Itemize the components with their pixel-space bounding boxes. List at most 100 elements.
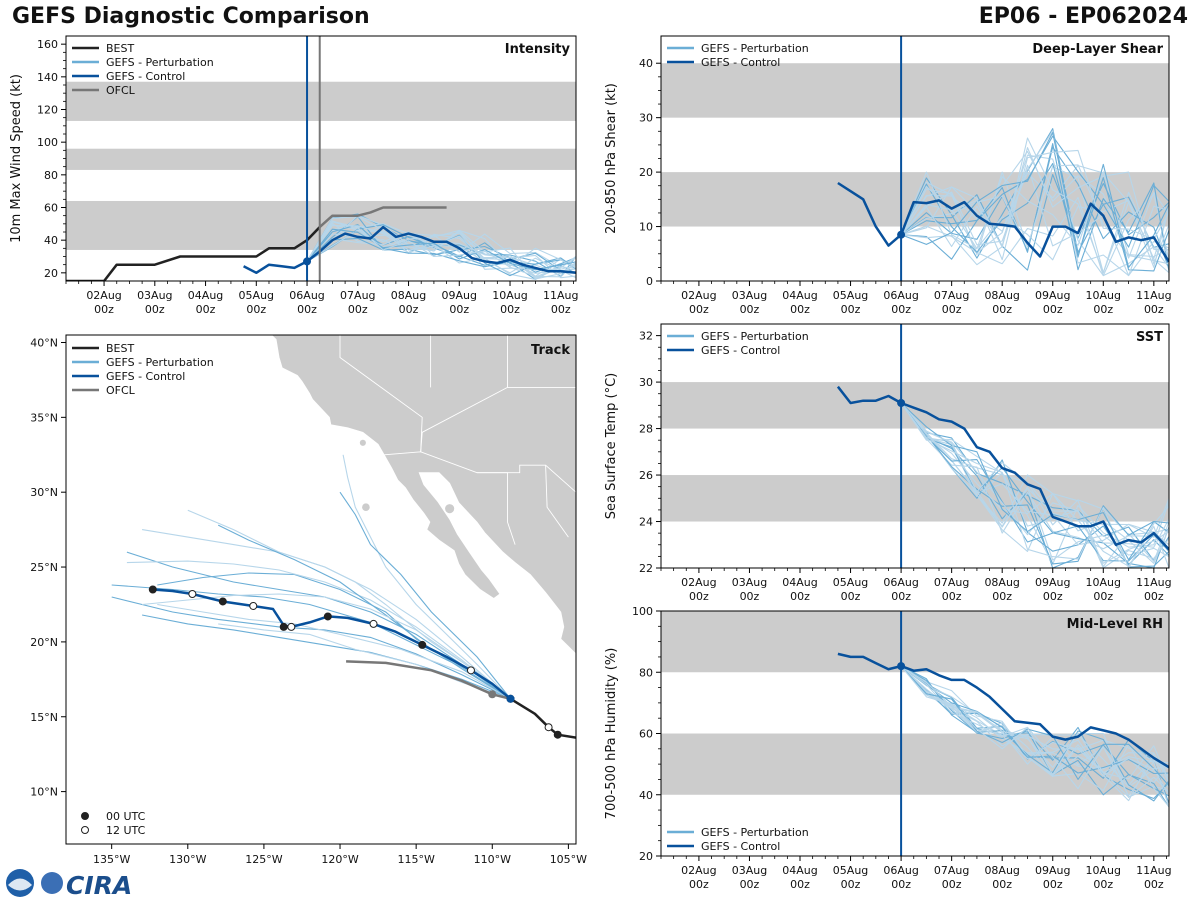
- sst-ytick-label: 24: [639, 516, 653, 529]
- shear-perturbation-line: [900, 137, 1169, 274]
- track-ytick-label: 40°N: [30, 336, 58, 349]
- perturbation-track: [342, 454, 511, 700]
- intensity-panel-title: Intensity: [505, 42, 571, 57]
- intensity-ofcl-line: [306, 206, 447, 242]
- rh-xtick-label-date: 04Aug: [782, 864, 817, 877]
- perturbation-track: [339, 491, 511, 700]
- intensity-xtick-label-date: 10Aug: [492, 289, 527, 302]
- intensity-chart: 2040608010012014016002Aug00z03Aug00z04Au…: [9, 35, 579, 316]
- track-marker-legend-symbol: [81, 812, 89, 820]
- sst-xtick-label-hour: 00z: [1043, 590, 1063, 603]
- intensity-xtick-label-date: 11Aug: [543, 289, 578, 302]
- rh-ytick-label: 20: [639, 850, 653, 863]
- shear-xtick-label-date: 02Aug: [681, 289, 716, 302]
- sst-ytick-label: 28: [639, 423, 653, 436]
- rh-xtick-label-date: 07Aug: [934, 864, 969, 877]
- control-track: [152, 588, 512, 700]
- intensity-ytick-label: 20: [44, 267, 58, 280]
- rh-xtick-label-hour: 00z: [1093, 878, 1113, 891]
- shear-control-line: [837, 181, 1169, 263]
- shear-panel-title: Deep-Layer Shear: [1032, 42, 1163, 57]
- track-xtick-label: 110°W: [474, 853, 511, 866]
- rh-xtick-label-hour: 00z: [689, 878, 709, 891]
- control-marker-00utc: [218, 597, 227, 606]
- shear-chart: 01020304002Aug00z03Aug00z04Aug00z05Aug00…: [604, 35, 1172, 316]
- track-ytick-label: 35°N: [30, 411, 58, 424]
- rh-xtick-label-date: 09Aug: [1035, 864, 1070, 877]
- intensity-ytick-label: 80: [44, 169, 58, 182]
- control-marker-00utc: [418, 640, 427, 649]
- rh-xtick-label-hour: 00z: [740, 878, 760, 891]
- intensity-ytick-label: 140: [37, 71, 58, 84]
- cira-logo: CIRA: [6, 869, 132, 900]
- rh-xtick-label-date: 02Aug: [681, 864, 716, 877]
- cira-logo-text: CIRA: [66, 871, 132, 900]
- intensity-init-marker: [303, 257, 312, 266]
- intensity-xtick-label-hour: 00z: [196, 303, 216, 316]
- rh-perturbation-line: [900, 665, 1169, 775]
- track-legend-label: BEST: [106, 342, 134, 355]
- track-plot-area: [111, 335, 576, 739]
- shear-ytick-label: 10: [639, 221, 653, 234]
- intensity-xtick-label-date: 05Aug: [239, 289, 274, 302]
- border-line: [477, 472, 516, 545]
- shear-threshold-band: [661, 63, 1169, 118]
- intensity-xtick-label-date: 06Aug: [289, 289, 324, 302]
- shear-xtick-label-date: 03Aug: [732, 289, 767, 302]
- rh-perturbation-line: [900, 665, 1169, 776]
- perturbation-track: [111, 596, 511, 700]
- rh-xtick-label-date: 05Aug: [833, 864, 868, 877]
- intensity-xtick-label-date: 07Aug: [340, 289, 375, 302]
- sst-perturbation-line: [900, 402, 1169, 561]
- shear-ytick-label: 30: [639, 112, 653, 125]
- island: [445, 504, 455, 514]
- control-marker-12utc: [369, 619, 378, 628]
- border-line: [420, 335, 508, 452]
- control-marker-00utc: [148, 585, 157, 594]
- shear-xtick-label-hour: 00z: [740, 303, 760, 316]
- sst-perturbation-line: [900, 402, 1169, 568]
- shear-xtick-label-hour: 00z: [689, 303, 709, 316]
- sst-perturbation-line: [900, 402, 1169, 562]
- sst-xtick-label-date: 05Aug: [833, 576, 868, 589]
- sst-xtick-label-date: 06Aug: [883, 576, 918, 589]
- track-ytick-label: 10°N: [30, 786, 58, 799]
- intensity-threshold-band: [66, 81, 576, 121]
- perturbation-track: [126, 560, 511, 700]
- rh-xtick-label-hour: 00z: [1043, 878, 1063, 891]
- intensity-perturbation-line: [306, 229, 576, 269]
- control-marker-00utc: [323, 612, 332, 621]
- sst-legend-label: GEFS - Perturbation: [701, 330, 809, 343]
- ofcl-end-marker: [488, 690, 497, 699]
- rh-threshold-band: [661, 611, 1169, 673]
- rh-perturbation-line: [900, 665, 1169, 787]
- rh-xtick-label-hour: 00z: [841, 878, 861, 891]
- control-marker-00utc: [279, 622, 288, 631]
- island: [362, 503, 370, 511]
- sst-ytick-label: 22: [639, 562, 653, 575]
- sst-ytick-label: 30: [639, 376, 653, 389]
- shear-legend-label: GEFS - Perturbation: [701, 42, 809, 55]
- shear-xtick-label-hour: 00z: [1093, 303, 1113, 316]
- intensity-xtick-label-date: 03Aug: [137, 289, 172, 302]
- sst-xtick-label-hour: 00z: [740, 590, 760, 603]
- control-marker-12utc: [249, 601, 258, 610]
- sst-control-line: [836, 385, 1169, 551]
- intensity-perturbation-line: [306, 224, 576, 280]
- rh-xtick-label-date: 11Aug: [1136, 864, 1171, 877]
- shear-init-marker: [897, 230, 906, 239]
- intensity-legend-label: BEST: [106, 42, 134, 55]
- track-ytick-label: 20°N: [30, 636, 58, 649]
- intensity-xtick-label-date: 02Aug: [86, 289, 121, 302]
- shear-perturbation-line: [900, 173, 1169, 271]
- land-mass: [270, 335, 576, 655]
- perturbation-track: [111, 584, 511, 700]
- sst-ylabel: Sea Surface Temp (°C): [604, 373, 619, 520]
- rh-xtick-label-hour: 00z: [891, 878, 911, 891]
- sst-perturbation-line: [900, 402, 1169, 568]
- rh-xtick-label-date: 03Aug: [732, 864, 767, 877]
- track-xtick-label: 135°W: [93, 853, 130, 866]
- track-legend-label: GEFS - Control: [106, 370, 185, 383]
- track-marker-legend-symbol: [81, 826, 89, 834]
